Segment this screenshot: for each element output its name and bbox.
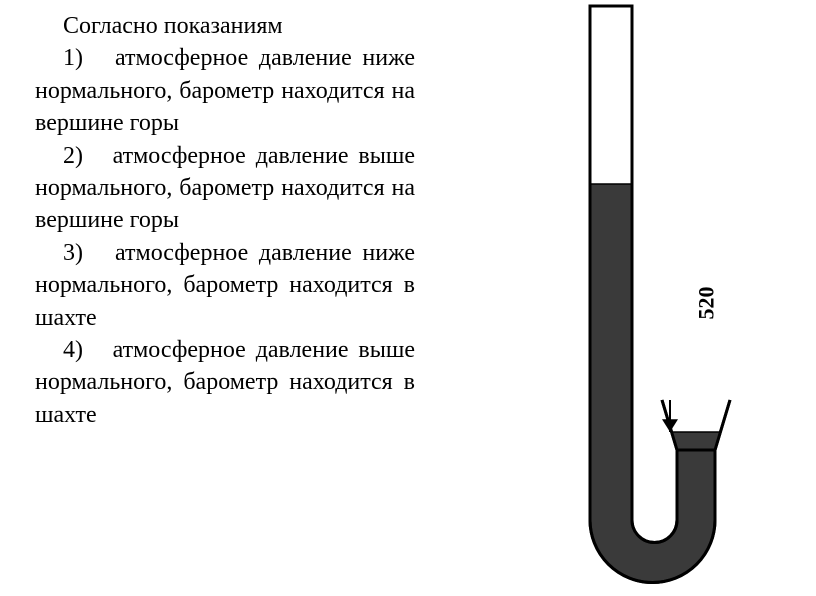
option-2: 2) атмосферное давление выше нормального… <box>35 140 415 237</box>
option-1: 1) атмосферное давление ниже нормального… <box>35 42 415 139</box>
option-number: 2) <box>63 143 83 169</box>
option-4: 4) атмосферное давление выше нормального… <box>35 334 415 431</box>
question-text: Согласно показаниям 1) атмосферное давле… <box>35 10 415 431</box>
option-3: 3) атмосферное давление ниже нормального… <box>35 237 415 334</box>
option-number: 4) <box>63 337 83 363</box>
option-body: атмосферное давление выше нормального, б… <box>35 337 415 428</box>
barometer-figure: 520 <box>430 0 816 596</box>
option-number: 3) <box>63 240 83 266</box>
option-body: атмосферное давление ниже нормального, б… <box>35 240 415 331</box>
option-body: атмосферное давление выше нормального, б… <box>35 143 415 234</box>
intro-line: Согласно показаниям <box>35 10 415 42</box>
mercury-height-label: 520 <box>694 287 720 320</box>
option-body: атмосферное давление ниже нормального, б… <box>35 45 415 136</box>
barometer-svg <box>430 0 816 596</box>
option-number: 1) <box>63 45 83 71</box>
